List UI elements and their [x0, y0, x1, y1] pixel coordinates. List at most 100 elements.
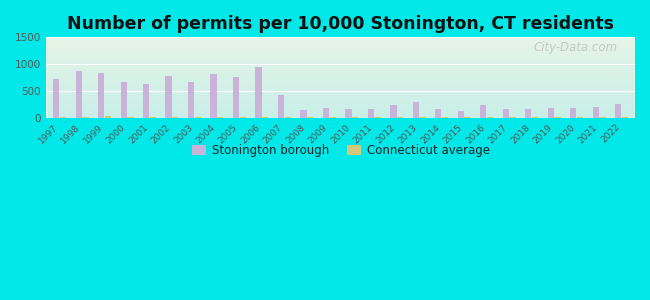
Bar — [48, 79, 632, 81]
Bar — [48, 106, 632, 108]
Bar — [48, 81, 632, 82]
Bar — [330, 117, 336, 118]
Bar — [48, 40, 632, 42]
Bar — [48, 76, 632, 77]
Bar — [48, 77, 632, 79]
Legend: Stonington borough, Connecticut average: Stonington borough, Connecticut average — [187, 139, 495, 162]
Bar — [233, 77, 239, 118]
Bar — [48, 47, 632, 49]
Bar — [48, 37, 632, 39]
Bar — [60, 117, 66, 118]
Bar — [345, 109, 352, 118]
Bar — [323, 108, 329, 118]
Bar — [166, 76, 172, 118]
Bar — [554, 117, 560, 118]
Bar — [172, 117, 179, 118]
Bar — [480, 105, 486, 118]
Bar — [262, 117, 268, 118]
Bar — [368, 109, 374, 118]
Bar — [48, 102, 632, 103]
Bar — [240, 117, 246, 118]
Bar — [374, 117, 381, 118]
Bar — [48, 52, 632, 53]
Bar — [48, 39, 632, 40]
Bar — [48, 49, 632, 50]
Bar — [615, 104, 621, 118]
Title: Number of permits per 10,000 Stonington, CT residents: Number of permits per 10,000 Stonington,… — [67, 15, 614, 33]
Bar — [255, 67, 262, 118]
Bar — [48, 105, 632, 106]
Bar — [390, 105, 396, 118]
Bar — [458, 111, 464, 118]
Bar — [352, 117, 358, 118]
Bar — [48, 57, 632, 58]
Bar — [48, 110, 632, 111]
Bar — [419, 117, 426, 118]
Bar — [48, 111, 632, 113]
Bar — [622, 117, 628, 118]
Bar — [48, 103, 632, 105]
Bar — [487, 117, 493, 118]
Bar — [48, 58, 632, 60]
Bar — [48, 74, 632, 76]
Bar — [300, 110, 307, 118]
Bar — [502, 109, 509, 118]
Bar — [48, 60, 632, 61]
Bar — [48, 65, 632, 66]
Bar — [48, 98, 632, 100]
Bar — [547, 108, 554, 118]
Bar — [48, 45, 632, 47]
Bar — [307, 117, 313, 118]
Bar — [195, 117, 201, 118]
Bar — [48, 73, 632, 74]
Bar — [593, 107, 599, 118]
Bar — [577, 117, 583, 118]
Bar — [570, 108, 577, 118]
Bar — [278, 94, 284, 118]
Bar — [217, 117, 224, 118]
Bar — [83, 117, 88, 118]
Bar — [98, 73, 105, 118]
Bar — [464, 117, 471, 118]
Bar — [599, 117, 606, 118]
Bar — [436, 109, 441, 118]
Bar — [48, 89, 632, 90]
Bar — [48, 115, 632, 116]
Bar — [525, 109, 532, 118]
Text: City-Data.com: City-Data.com — [533, 41, 618, 54]
Bar — [127, 117, 133, 118]
Bar — [48, 97, 632, 98]
Bar — [48, 55, 632, 57]
Bar — [48, 70, 632, 71]
Bar — [48, 68, 632, 70]
Bar — [48, 100, 632, 102]
Bar — [48, 63, 632, 65]
Bar — [48, 82, 632, 84]
Bar — [48, 66, 632, 68]
Bar — [48, 95, 632, 97]
Bar — [75, 71, 82, 118]
Bar — [48, 50, 632, 52]
Bar — [48, 94, 632, 95]
Bar — [48, 84, 632, 86]
Bar — [48, 87, 632, 89]
Bar — [143, 85, 150, 118]
Bar — [397, 117, 403, 118]
Bar — [48, 90, 632, 92]
Bar — [211, 74, 216, 118]
Bar — [48, 61, 632, 63]
Bar — [48, 113, 632, 115]
Bar — [510, 117, 515, 118]
Bar — [413, 102, 419, 118]
Bar — [48, 71, 632, 73]
Bar — [48, 116, 632, 118]
Bar — [150, 117, 156, 118]
Bar — [442, 117, 448, 118]
Bar — [48, 92, 632, 94]
Bar — [285, 117, 291, 118]
Bar — [48, 53, 632, 55]
Bar — [532, 117, 538, 118]
Bar — [48, 108, 632, 110]
Bar — [53, 79, 59, 118]
Bar — [188, 82, 194, 118]
